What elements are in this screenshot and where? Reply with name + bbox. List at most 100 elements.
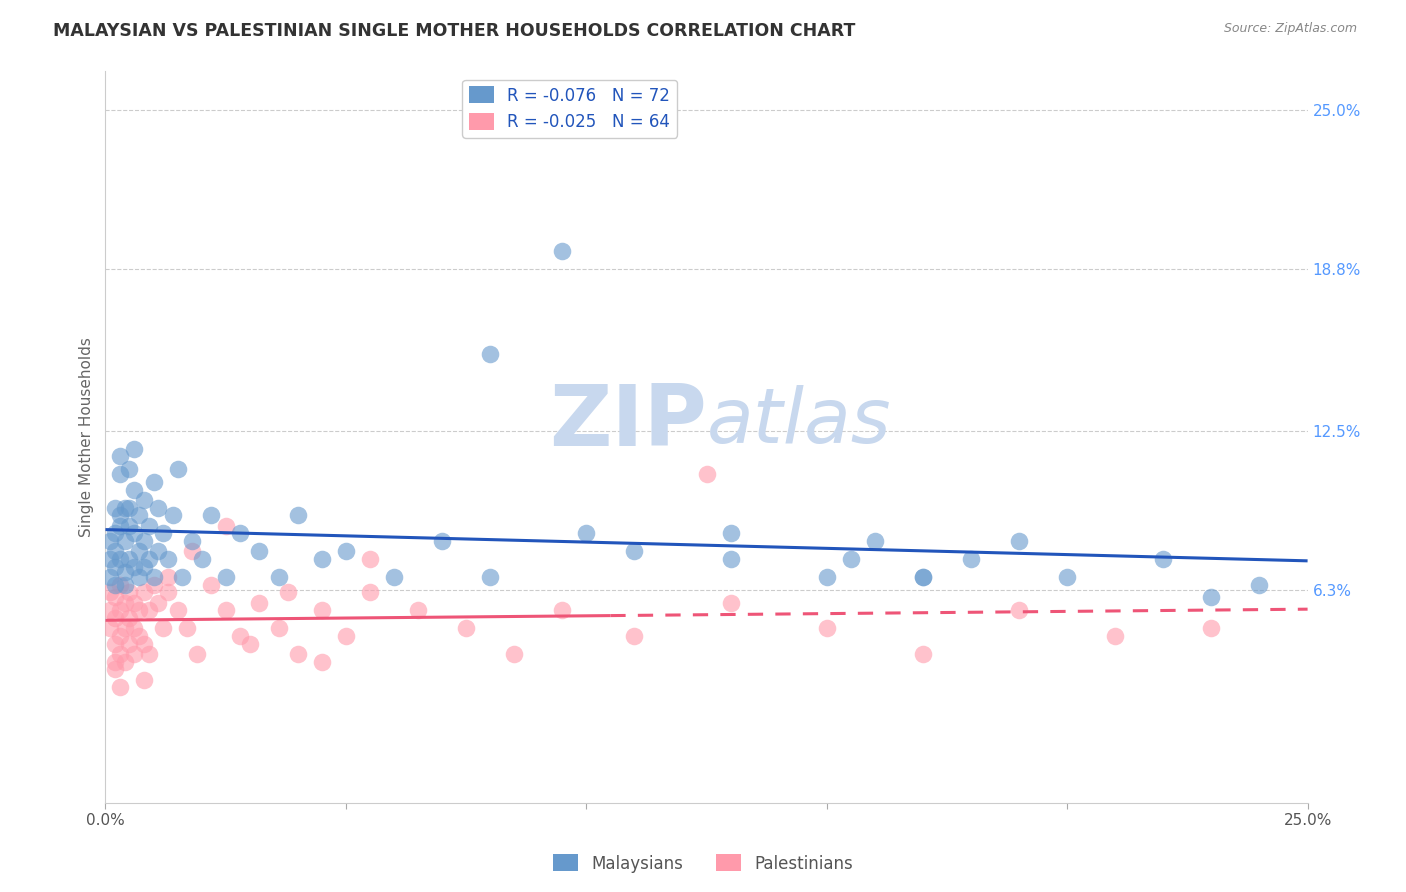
Point — [142, 475, 165, 489]
Text: atlas: atlas — [707, 385, 891, 459]
Point — [104, 544, 127, 558]
Point — [503, 647, 526, 661]
Point — [287, 508, 309, 523]
Point — [214, 603, 236, 617]
Point — [142, 570, 165, 584]
Point — [98, 534, 121, 549]
Point — [430, 534, 453, 549]
Point — [108, 467, 131, 482]
Point — [98, 603, 121, 617]
Point — [98, 585, 121, 599]
Point — [1249, 577, 1271, 591]
Point — [479, 570, 502, 584]
Point — [575, 526, 598, 541]
Point — [181, 534, 204, 549]
Point — [214, 518, 236, 533]
Point — [118, 462, 141, 476]
Point — [406, 603, 429, 617]
Point — [114, 596, 136, 610]
Point — [138, 552, 160, 566]
Point — [118, 500, 141, 515]
Point — [156, 585, 179, 599]
Point — [142, 577, 165, 591]
Point — [1008, 603, 1031, 617]
Point — [623, 629, 645, 643]
Point — [148, 544, 170, 558]
Point — [118, 611, 141, 625]
Point — [118, 518, 141, 533]
Point — [104, 637, 127, 651]
Text: Source: ZipAtlas.com: Source: ZipAtlas.com — [1223, 22, 1357, 36]
Point — [214, 570, 236, 584]
Point — [156, 570, 179, 584]
Point — [124, 442, 146, 456]
Point — [335, 544, 357, 558]
Point — [132, 585, 155, 599]
Point — [229, 526, 252, 541]
Point — [1152, 552, 1174, 566]
Point — [960, 552, 983, 566]
Point — [124, 647, 146, 661]
Point — [186, 647, 208, 661]
Text: MALAYSIAN VS PALESTINIAN SINGLE MOTHER HOUSEHOLDS CORRELATION CHART: MALAYSIAN VS PALESTINIAN SINGLE MOTHER H… — [53, 22, 856, 40]
Point — [118, 585, 141, 599]
Point — [176, 621, 198, 635]
Point — [311, 655, 333, 669]
Point — [287, 647, 309, 661]
Point — [98, 552, 121, 566]
Point — [108, 629, 131, 643]
Point — [311, 603, 333, 617]
Point — [128, 544, 150, 558]
Point — [247, 596, 270, 610]
Point — [1104, 629, 1126, 643]
Point — [148, 596, 170, 610]
Point — [267, 570, 290, 584]
Y-axis label: Single Mother Households: Single Mother Households — [79, 337, 94, 537]
Point — [623, 544, 645, 558]
Point — [124, 559, 146, 574]
Point — [138, 603, 160, 617]
Point — [108, 508, 131, 523]
Point — [1201, 591, 1223, 605]
Point — [200, 508, 222, 523]
Point — [114, 621, 136, 635]
Point — [128, 603, 150, 617]
Point — [128, 570, 150, 584]
Point — [239, 637, 262, 651]
Point — [132, 637, 155, 651]
Point — [104, 577, 127, 591]
Point — [359, 552, 381, 566]
Point — [104, 662, 127, 676]
Legend: R = -0.076   N = 72, R = -0.025   N = 64: R = -0.076 N = 72, R = -0.025 N = 64 — [463, 79, 676, 137]
Point — [132, 492, 155, 507]
Point — [720, 552, 742, 566]
Point — [311, 552, 333, 566]
Point — [118, 552, 141, 566]
Point — [114, 565, 136, 579]
Point — [863, 534, 886, 549]
Point — [128, 629, 150, 643]
Point — [382, 570, 405, 584]
Point — [124, 526, 146, 541]
Point — [138, 518, 160, 533]
Point — [98, 570, 121, 584]
Point — [229, 629, 252, 643]
Point — [172, 570, 194, 584]
Point — [200, 577, 222, 591]
Point — [138, 647, 160, 661]
Point — [104, 559, 127, 574]
Point — [551, 603, 574, 617]
Point — [118, 637, 141, 651]
Point — [815, 621, 838, 635]
Point — [162, 508, 184, 523]
Point — [720, 596, 742, 610]
Point — [335, 629, 357, 643]
Point — [1056, 570, 1078, 584]
Point — [104, 591, 127, 605]
Point — [108, 681, 131, 695]
Point — [108, 647, 131, 661]
Point — [277, 585, 299, 599]
Point — [454, 621, 477, 635]
Point — [124, 483, 146, 497]
Legend: Malaysians, Palestinians: Malaysians, Palestinians — [546, 847, 860, 880]
